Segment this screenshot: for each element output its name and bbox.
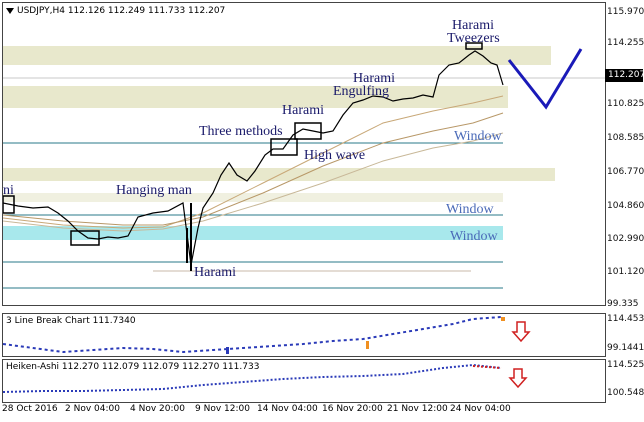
down-arrow-icon: [508, 368, 528, 389]
pattern-box-left: [3, 195, 15, 214]
moving-average-1: [3, 95, 504, 229]
label-harami-left: Harami: [282, 103, 324, 118]
label-harami-top: Harami: [452, 18, 494, 33]
time-tick: 4 Nov 20:00: [130, 404, 185, 414]
collapse-triangle-icon[interactable]: [6, 7, 14, 14]
heiken-ashi-header: Heiken-Ashi 112.270 112.079 112.079 112.…: [6, 362, 260, 372]
pattern-box-hanging: [70, 230, 100, 246]
label-engulfing: Engulfing: [333, 84, 389, 99]
label-window-3: Window: [450, 229, 499, 244]
time-tick: 2 Nov 04:00: [65, 404, 120, 414]
time-tick: 28 Oct 2016: [2, 404, 58, 414]
support-zone: [3, 86, 508, 108]
line-break-header: 3 Line Break Chart 111.7340: [6, 316, 136, 326]
price-tick: 106.770: [607, 167, 644, 177]
label-window-2: Window: [446, 202, 495, 217]
heiken-ashi-scale: 114.525 100.548: [605, 359, 644, 401]
label-tweezers: Tweezers: [447, 31, 500, 46]
price-line: [3, 50, 504, 266]
resistance-zone: [3, 46, 551, 65]
label-high-wave: High wave: [304, 148, 365, 163]
time-tick: 21 Nov 12:00: [387, 404, 448, 414]
price-tick: 99.335: [607, 299, 639, 309]
heiken-ashi-panel[interactable]: Heiken-Ashi 112.270 112.079 112.079 112.…: [2, 359, 606, 403]
time-tick: 9 Nov 12:00: [195, 404, 250, 414]
heiken-ashi-series: [3, 363, 502, 393]
down-arrow-icon: [511, 321, 531, 343]
price-tick: 114.255: [607, 38, 644, 48]
main-chart-panel[interactable]: Harami Tweezers Harami Engulfing Harami …: [2, 2, 606, 306]
line-break-panel[interactable]: 3 Line Break Chart 111.7340: [2, 313, 606, 357]
label-harami-bottom: Harami: [194, 265, 236, 280]
time-axis: 28 Oct 2016 2 Nov 04:00 4 Nov 20:00 9 No…: [2, 404, 604, 422]
heiken-ashi-red: [472, 365, 502, 369]
price-tick: 115.970: [607, 7, 644, 17]
heiken-ashi-svg: [3, 363, 528, 393]
moving-average-3: [3, 132, 504, 232]
pattern-box-harami: [294, 122, 322, 140]
price-tick: 102.990: [607, 234, 644, 244]
label-left-cut: ni: [3, 183, 14, 198]
line-break-down-bar: [366, 341, 369, 349]
price-tick: 110.825: [607, 99, 644, 109]
time-tick: 14 Nov 04:00: [257, 404, 318, 414]
current-price-label: 112.207: [605, 69, 644, 82]
price-tick: 108.585: [607, 133, 644, 143]
moving-average-2: [3, 112, 504, 226]
line-break-down-bar: [226, 347, 229, 354]
label-hanging-man: Hanging man: [116, 183, 192, 198]
forecast-path: [507, 48, 583, 110]
scale-tick: 114.525: [607, 360, 644, 370]
label-harami-mid: Harami: [353, 71, 395, 86]
pattern-box-highwave: [270, 138, 298, 156]
time-tick: 24 Nov 04:00: [450, 404, 511, 414]
symbol-header: USDJPY,H4 112.126 112.249 111.733 112.20…: [6, 6, 225, 16]
main-chart-svg: Harami Tweezers Harami Engulfing Harami …: [3, 18, 605, 289]
line-break-svg: [3, 316, 531, 354]
scale-tick: 100.548: [607, 388, 644, 398]
main-price-scale: 115.970 114.255 110.825 108.585 106.770 …: [605, 2, 644, 309]
line-break-series: [3, 316, 502, 354]
line-break-down-bar: [501, 317, 505, 321]
pattern-box-tweezers: [465, 42, 483, 50]
price-tick: 101.120: [607, 267, 644, 277]
price-tick: 104.860: [607, 201, 644, 211]
scale-tick: 99.1441: [607, 343, 644, 353]
window-zone: [3, 226, 503, 240]
label-window-1: Window: [454, 129, 503, 144]
time-tick: 16 Nov 20:00: [322, 404, 383, 414]
label-three-methods: Three methods: [199, 124, 283, 139]
